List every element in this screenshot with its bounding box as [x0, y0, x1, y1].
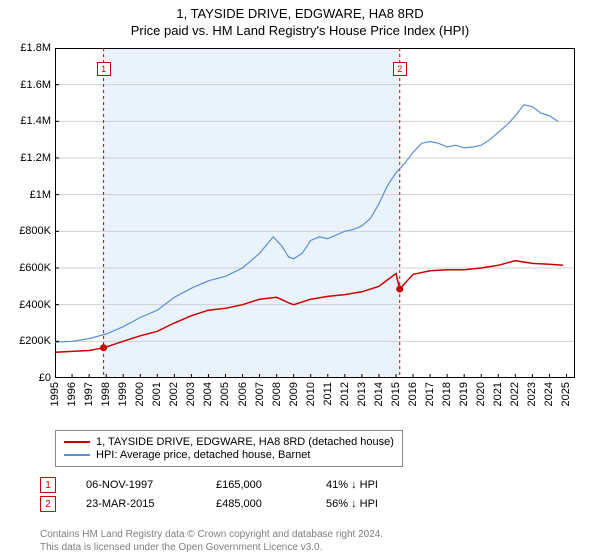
attribution-line2: This data is licensed under the Open Gov…: [40, 541, 383, 554]
y-axis: £0£200K£400K£600K£800K£1M£1.2M£1.4M£1.6M…: [0, 48, 55, 378]
x-tick-label: 2000: [134, 382, 146, 406]
chart-title-subtitle: Price paid vs. HM Land Registry's House …: [0, 23, 600, 38]
sale-price: £485,000: [216, 498, 296, 510]
sale-event-row: 2 23-MAR-2015 £485,000 56% ↓ HPI: [40, 496, 378, 512]
x-tick-label: 2012: [339, 382, 351, 406]
sale-marker-id-box: 1: [40, 477, 56, 493]
x-tick-label: 2005: [219, 382, 231, 406]
y-tick-label: £800K: [19, 225, 51, 237]
chart-svg: [55, 48, 575, 378]
x-tick-label: 2015: [390, 382, 402, 406]
legend-swatch: [64, 441, 90, 443]
legend-swatch: [64, 454, 90, 456]
chart-sale-marker-box: 1: [97, 62, 111, 76]
x-tick-label: 2011: [322, 382, 334, 406]
x-tick-label: 2021: [492, 382, 504, 406]
x-tick-label: 2024: [543, 382, 555, 406]
y-tick-label: £1.4M: [20, 115, 51, 127]
x-tick-label: 2003: [185, 382, 197, 406]
sale-events-table: 1 06-NOV-1997 £165,000 41% ↓ HPI 2 23-MAR-201…: [40, 474, 378, 515]
x-tick-label: 2004: [202, 382, 214, 406]
x-tick-label: 2014: [373, 382, 385, 406]
x-tick-label: 2025: [560, 382, 572, 406]
x-tick-label: 1996: [66, 382, 78, 406]
legend-label: HPI: Average price, detached house, Barn…: [96, 449, 310, 461]
y-tick-label: £1.2M: [20, 152, 51, 164]
legend-item: 1, TAYSIDE DRIVE, EDGWARE, HA8 8RD (deta…: [64, 436, 394, 448]
x-tick-label: 2023: [526, 382, 538, 406]
x-tick-label: 1999: [117, 382, 129, 406]
x-tick-label: 2022: [509, 382, 521, 406]
y-tick-label: £1.6M: [20, 79, 51, 91]
sale-date: 23-MAR-2015: [86, 498, 186, 510]
y-tick-label: £400K: [19, 299, 51, 311]
x-axis: 1995199619971998199920002001200220032004…: [55, 378, 575, 426]
sale-hpi-delta: 56% ↓ HPI: [326, 498, 378, 510]
y-tick-label: £600K: [19, 262, 51, 274]
legend: 1, TAYSIDE DRIVE, EDGWARE, HA8 8RD (deta…: [55, 430, 403, 467]
sale-event-row: 1 06-NOV-1997 £165,000 41% ↓ HPI: [40, 477, 378, 493]
x-tick-label: 2018: [441, 382, 453, 406]
x-tick-label: 2013: [356, 382, 368, 406]
x-tick-label: 2009: [288, 382, 300, 406]
legend-label: 1, TAYSIDE DRIVE, EDGWARE, HA8 8RD (deta…: [96, 436, 394, 448]
sale-hpi-delta: 41% ↓ HPI: [326, 479, 378, 491]
attribution: Contains HM Land Registry data © Crown c…: [40, 528, 383, 554]
attribution-line1: Contains HM Land Registry data © Crown c…: [40, 528, 383, 541]
x-tick-label: 2008: [271, 382, 283, 406]
chart-plot-area: 12: [55, 48, 575, 378]
y-tick-label: £1.8M: [20, 42, 51, 54]
x-tick-label: 2019: [458, 382, 470, 406]
sale-date: 06-NOV-1997: [86, 479, 186, 491]
x-tick-label: 2007: [254, 382, 266, 406]
legend-item: HPI: Average price, detached house, Barn…: [64, 449, 394, 461]
chart-title-address: 1, TAYSIDE DRIVE, EDGWARE, HA8 8RD: [0, 6, 600, 21]
sale-price: £165,000: [216, 479, 296, 491]
x-tick-label: 2010: [305, 382, 317, 406]
x-tick-label: 2016: [407, 382, 419, 406]
y-tick-label: £1M: [30, 189, 51, 201]
sale-marker-id-box: 2: [40, 496, 56, 512]
x-tick-label: 1995: [49, 382, 61, 406]
x-tick-label: 2020: [475, 382, 487, 406]
x-tick-label: 1997: [83, 382, 95, 406]
y-tick-label: £200K: [19, 335, 51, 347]
x-tick-label: 1998: [100, 382, 112, 406]
x-tick-label: 2006: [237, 382, 249, 406]
x-tick-label: 2002: [168, 382, 180, 406]
chart-sale-marker-box: 2: [393, 62, 407, 76]
x-tick-label: 2001: [151, 382, 163, 406]
x-tick-label: 2017: [424, 382, 436, 406]
